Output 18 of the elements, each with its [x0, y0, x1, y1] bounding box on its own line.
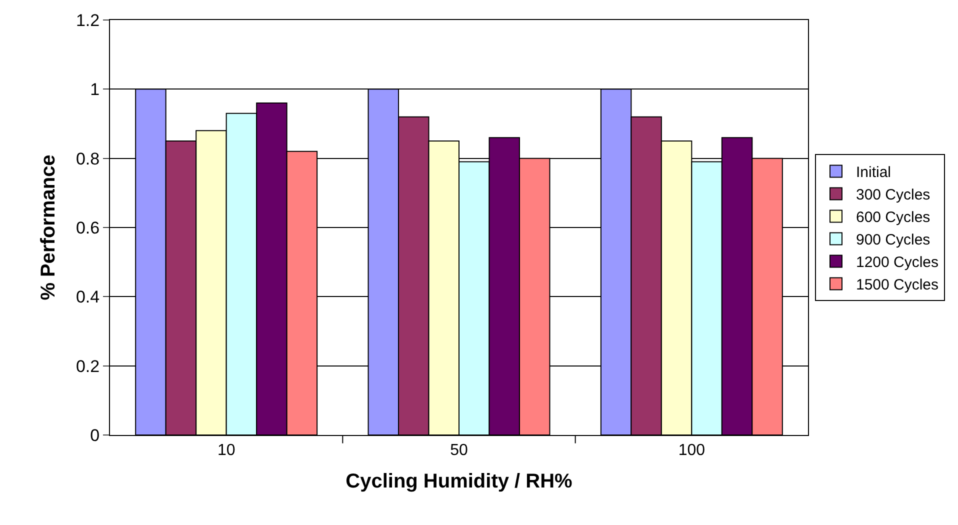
x-tick-label: 100	[678, 442, 706, 460]
y-tick-label: 0.4	[76, 288, 100, 307]
y-tick-label: 0.2	[76, 356, 100, 376]
legend-label: 900 Cycles	[856, 232, 930, 249]
legend-label: 300 Cycles	[856, 186, 930, 204]
y-tick-label: 0	[90, 426, 100, 445]
legend-label: 1500 Cycles	[856, 276, 939, 294]
x-tick-label: 50	[450, 442, 468, 460]
legend-label: 1200 Cycles	[856, 254, 939, 272]
x-tick-label: 10	[217, 442, 236, 460]
legend-label: Initial	[856, 164, 892, 182]
y-tick-label: 0.8	[76, 149, 100, 168]
y-tick-label: 1	[90, 80, 100, 100]
y-axis-title: % Performance	[37, 154, 60, 300]
legend-label: 600 Cycles	[856, 209, 930, 226]
x-axis-title: Cycling Humidity / RH%	[346, 470, 573, 493]
y-tick-label: 1.2	[76, 10, 100, 30]
y-tick-label: 0.6	[76, 218, 100, 238]
